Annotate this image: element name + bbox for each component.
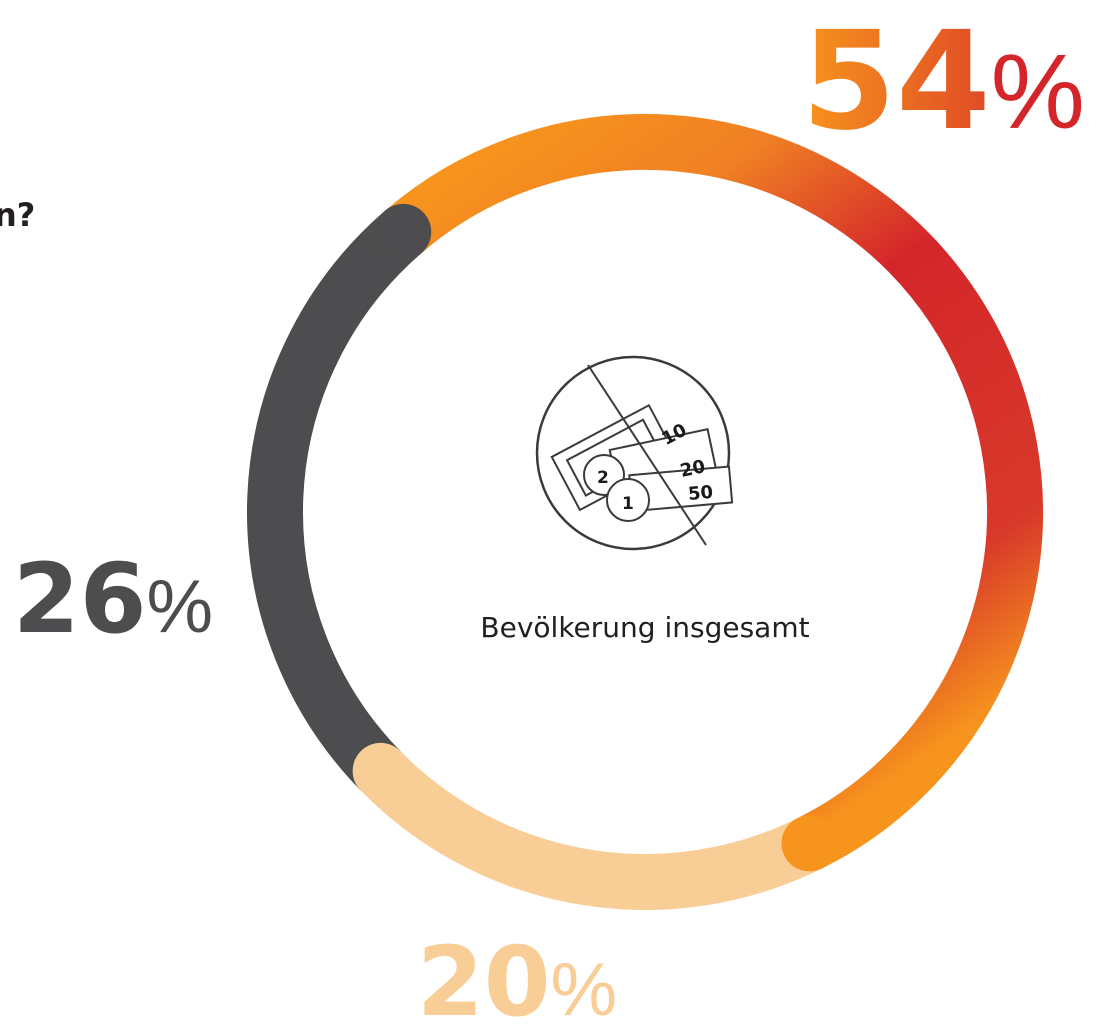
svg-text:50: 50 [687,482,714,505]
svg-text:1: 1 [622,494,634,514]
segment-end-cap [352,742,409,799]
value-label: 20% [417,926,617,1026]
donut-segment [384,114,1043,869]
donut-segment [247,210,422,791]
chart-title: n? [0,196,35,234]
money-icon: 10 20 50 2 1 [535,355,734,551]
center-label: Bevölkerung insgesamt [480,611,809,644]
segment-end-cap [781,815,838,872]
segment-end-cap [375,203,432,260]
svg-text:20: 20 [678,456,707,482]
svg-text:2: 2 [597,468,609,488]
donut-segment [360,751,822,910]
value-label: 54% [801,3,1085,161]
value-label: 26% [13,543,213,655]
